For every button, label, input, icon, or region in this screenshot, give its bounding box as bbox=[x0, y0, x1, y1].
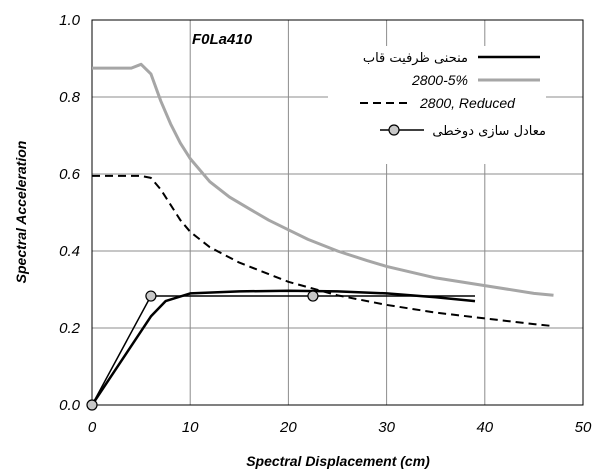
legend-background bbox=[328, 46, 546, 164]
x-tick-label: 10 bbox=[182, 419, 199, 436]
y-tick-label: 0.8 bbox=[59, 89, 81, 106]
x-tick-labels: 0 10 20 30 40 50 bbox=[88, 419, 592, 436]
legend-item-2800-5pct: 2800-5% bbox=[411, 72, 540, 88]
series-layer bbox=[86, 62, 554, 411]
x-axis-title: Spectral Displacement (cm) bbox=[246, 453, 430, 469]
x-tick-label: 50 bbox=[575, 419, 592, 436]
legend-swatch-bilinear-marker bbox=[388, 124, 400, 136]
series-line-1 bbox=[92, 62, 554, 297]
series-marker bbox=[86, 399, 98, 411]
legend-label-2800-reduced: 2800, Reduced bbox=[419, 95, 516, 111]
x-tick-label: 0 bbox=[88, 419, 97, 436]
series-line-0 bbox=[90, 289, 476, 406]
series-line-2 bbox=[92, 174, 554, 328]
legend-label-2800-5pct: 2800-5% bbox=[411, 72, 468, 88]
legend-label-capacity-curve: منحنی ظرفیت قاب bbox=[363, 51, 468, 66]
series-line-3 bbox=[91, 295, 475, 406]
legend-item-capacity-curve: منحنی ظرفیت قاب bbox=[363, 51, 540, 66]
legend-label-bilinear: معادل سازی دوخطی bbox=[432, 124, 546, 139]
x-tick-label: 20 bbox=[279, 419, 297, 436]
chart-annotation: F0La410 bbox=[192, 31, 253, 48]
legend: منحنی ظرفیت قاب 2800-5% 2800, Reduced مع… bbox=[328, 46, 546, 164]
legend-item-2800-reduced: 2800, Reduced bbox=[360, 95, 516, 111]
y-tick-label: 0.4 bbox=[59, 243, 80, 260]
series-marker bbox=[145, 290, 157, 302]
y-tick-labels: 0.0 0.2 0.4 0.6 0.8 1.0 bbox=[59, 12, 81, 414]
y-tick-label: 1.0 bbox=[59, 12, 81, 29]
y-axis-title: Spectral Acceleration bbox=[13, 141, 29, 284]
y-tick-label: 0.0 bbox=[59, 397, 81, 414]
plot-area-frame bbox=[91, 19, 584, 406]
x-tick-label: 40 bbox=[476, 419, 493, 436]
y-tick-label: 0.2 bbox=[59, 320, 81, 337]
legend-item-bilinear: معادل سازی دوخطی bbox=[380, 124, 546, 139]
series-marker bbox=[307, 290, 319, 302]
y-tick-label: 0.6 bbox=[59, 166, 81, 183]
x-tick-label: 30 bbox=[378, 419, 395, 436]
